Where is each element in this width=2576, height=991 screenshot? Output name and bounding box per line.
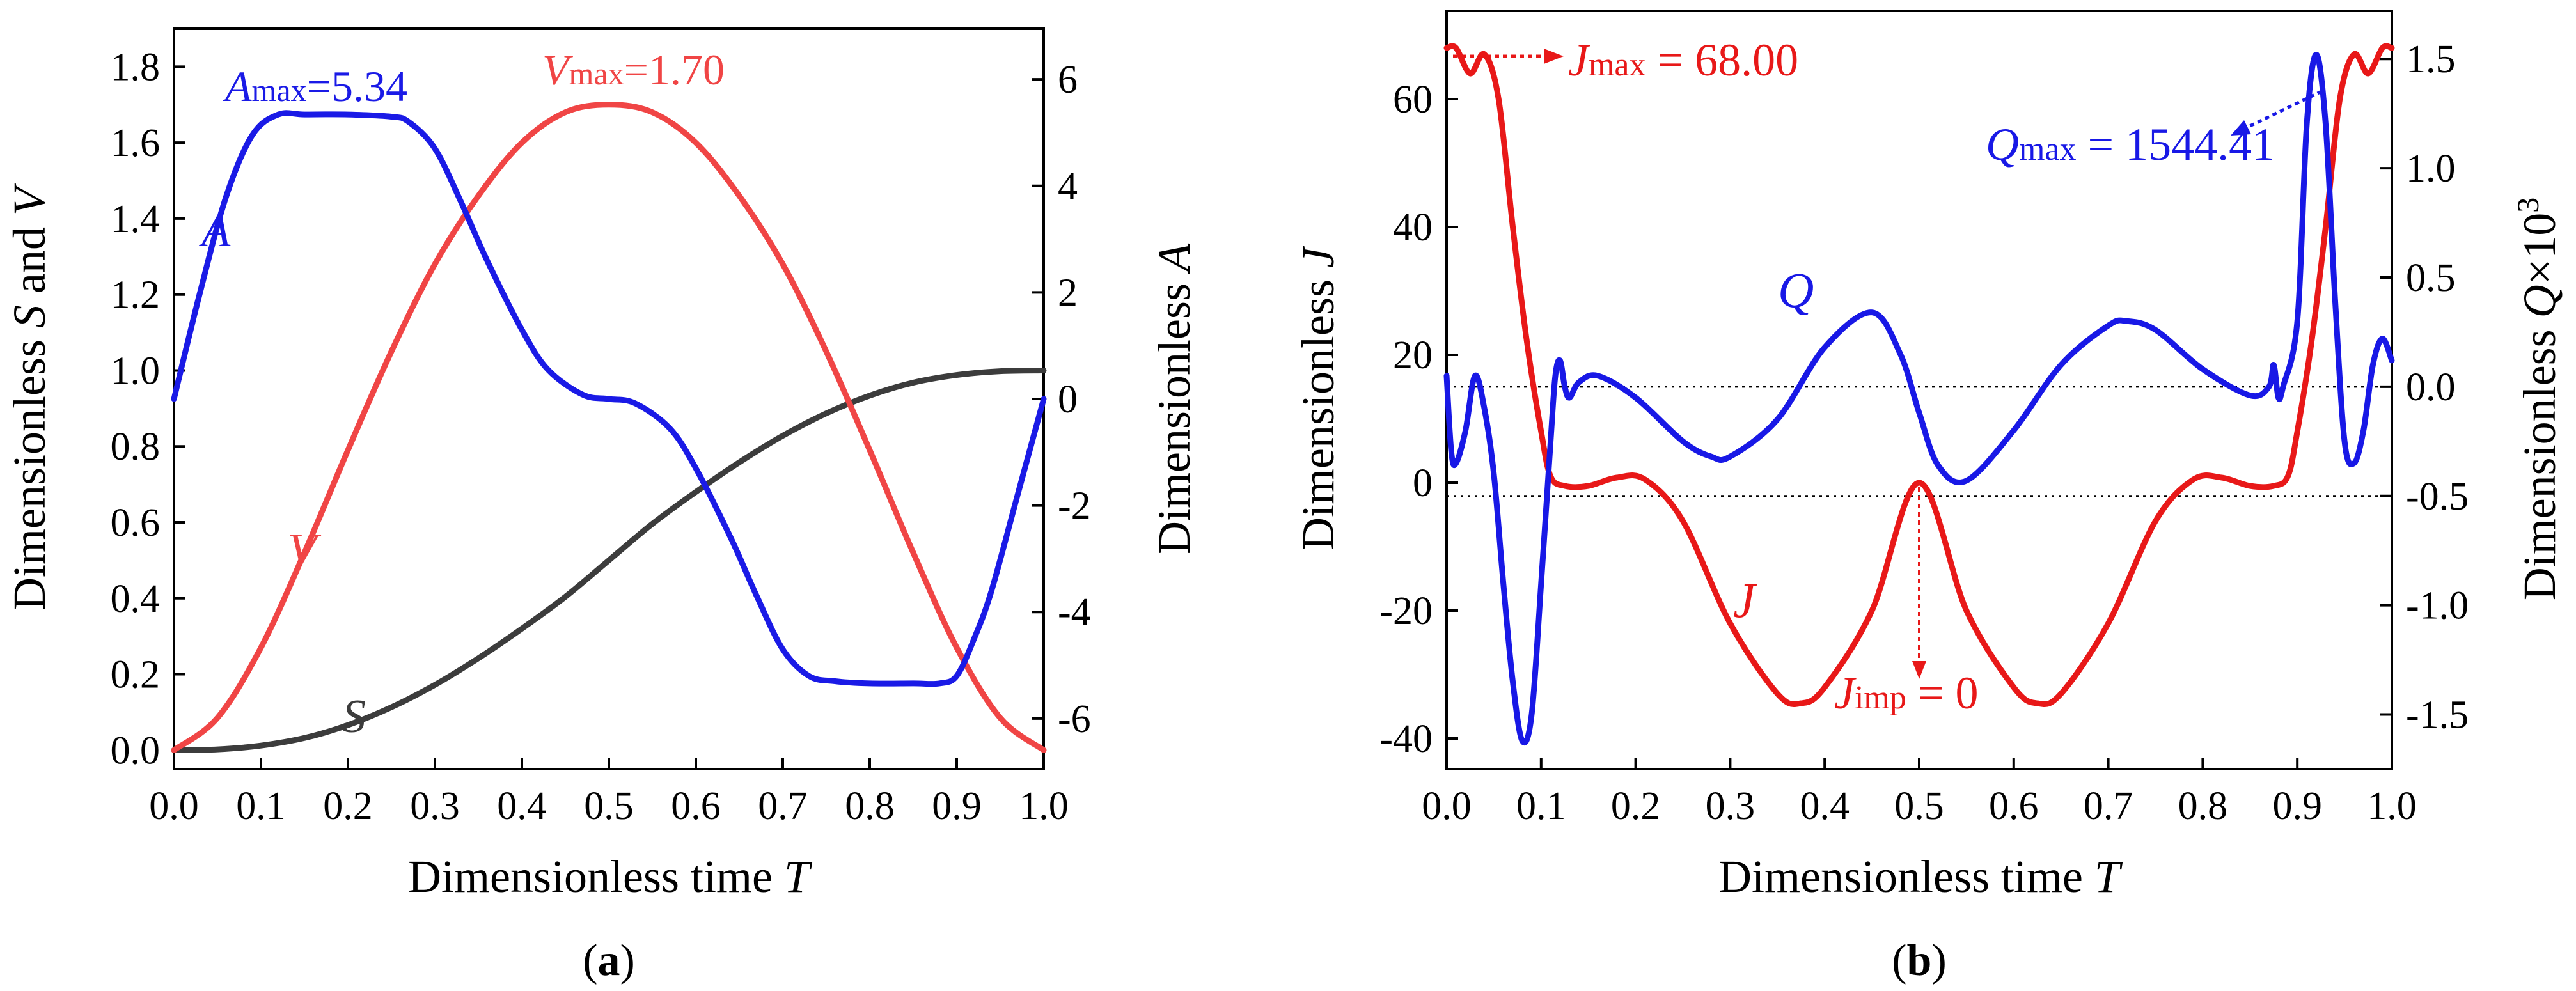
chart-a-label-V: V: [288, 524, 322, 577]
chart-b-arrowhead-qmax: [2231, 120, 2251, 136]
chart-b-ytick-left-label: -20: [1379, 589, 1433, 633]
chart-a-ytick-right-label: -6: [1058, 698, 1091, 741]
chart-b-xtick-label: 1.0: [2367, 784, 2417, 828]
chart-a-ytick-left-label: 0.4: [111, 577, 161, 621]
chart-b-arrowhead-jimp: [1912, 661, 1926, 679]
chart-b-xtick-label: 0.8: [2178, 784, 2228, 828]
chart-a-ylabel-right: Dimensionless A: [1149, 243, 1200, 554]
chart-a-series-A: [171, 110, 1047, 687]
chart-a-label-S: S: [342, 691, 366, 743]
chart-b-label-J: J: [1733, 572, 1757, 628]
chart-a-xtick-label: 0.5: [584, 784, 634, 828]
chart-a-ytick-left-label: 1.4: [111, 198, 161, 241]
chart-b-ytick-left-label: 60: [1393, 78, 1433, 121]
chart-a-xtick-label: 0.8: [845, 784, 895, 828]
chart-b-annotation-qmax: Qmax = 1544.41: [1986, 119, 2275, 170]
chart-b-ytick-left-label: 20: [1393, 334, 1433, 377]
chart-a: 0.0 0.1 0.2 0.3 0.4 0.5 0.6 0.7 0.8 0.9 1.0 0.0 0.2 0…: [4, 27, 1200, 985]
chart-b-xtick-label: 0.2: [1611, 784, 1661, 828]
chart-b: 0.0 0.1 0.2 0.3 0.4 0.5 0.6 0.7 0.8 0.9 1.0 -40 -20 0…: [1292, 10, 2565, 985]
chart-b-xtick-label: 0.4: [1800, 784, 1850, 828]
chart-a-ytick-right-label: -2: [1058, 485, 1091, 528]
chart-a-ytick-left-label: 0.8: [111, 425, 161, 469]
chart-b-xtick-label: 0.6: [1989, 784, 2039, 828]
chart-b-xtick-label: 0.9: [2272, 784, 2322, 828]
chart-a-ytick-left-label: 1.8: [111, 45, 161, 89]
chart-b-ticks: 0.0 0.1 0.2 0.3 0.4 0.5 0.6 0.7 0.8 0.9 1.0 -40 -20 0…: [1379, 38, 2469, 828]
chart-b-xtick-label: 0.3: [1706, 784, 1755, 828]
chart-b-label-Q: Q: [1778, 262, 1814, 318]
chart-b-ylabel-right: Dimensionless Q×103: [2511, 198, 2565, 601]
chart-a-ytick-left-label: 1.0: [111, 349, 161, 393]
chart-b-series-J: [1443, 43, 2395, 707]
chart-b-ylabel-left: Dimensionless J: [1292, 246, 1344, 550]
chart-a-xtick-label: 0.2: [323, 784, 373, 828]
chart-a-ytick-right-label: -4: [1058, 591, 1091, 634]
chart-b-xtick-label: 0.5: [1894, 784, 1944, 828]
chart-a-annotation-vmax: Vmax=1.70: [542, 45, 725, 94]
chart-b-xlabel: Dimensionless time T: [1718, 851, 2123, 902]
chart-a-series-V: [171, 102, 1047, 753]
chart-a-xtick-label: 1.0: [1019, 784, 1069, 828]
chart-b-ytick-left-label: 0: [1413, 462, 1433, 505]
chart-b-annotation-jmax: Jmax = 68.00: [1568, 35, 1798, 86]
chart-b-caption: (b): [1892, 936, 1947, 985]
chart-b-reference-lines: [1447, 386, 2392, 497]
chart-a-ytick-right-label: 4: [1058, 165, 1078, 208]
chart-a-ytick-left-label: 1.2: [111, 274, 161, 317]
chart-b-annotation-jimp: Jimp = 0: [1834, 667, 1978, 719]
chart-a-series-S: [171, 368, 1047, 753]
chart-b-ytick-right-label: 0.5: [2406, 256, 2456, 300]
chart-b-xtick-label: 0.7: [2084, 784, 2133, 828]
chart-b-xtick-label: 0.1: [1516, 784, 1566, 828]
chart-a-ytick-left-label: 0.2: [111, 653, 161, 697]
chart-a-ytick-right-label: 0: [1058, 378, 1078, 421]
chart-a-ticks: 0.0 0.1 0.2 0.3 0.4 0.5 0.6 0.7 0.8 0.9 1.0 0.0 0.2 0…: [111, 45, 1091, 828]
chart-a-ytick-right-label: 2: [1058, 271, 1078, 315]
chart-a-caption: (a): [583, 936, 635, 985]
chart-a-xtick-label: 0.3: [410, 784, 460, 828]
chart-a-xtick-label: 0.9: [932, 784, 982, 828]
chart-a-xtick-label: 0.6: [671, 784, 721, 828]
chart-b-ytick-right-label: -1.0: [2406, 584, 2469, 628]
chart-a-ytick-right-label: 6: [1058, 58, 1078, 102]
chart-b-ytick-right-label: 0.0: [2406, 366, 2456, 409]
chart-a-xtick-label: 0.0: [149, 784, 199, 828]
chart-a-label-A: A: [198, 205, 231, 257]
chart-a-ytick-left-label: 1.6: [111, 121, 161, 165]
chart-b-ytick-right-label: -0.5: [2406, 475, 2469, 519]
chart-b-series-Q: [1443, 51, 2395, 746]
chart-a-xtick-label: 0.7: [758, 784, 808, 828]
chart-a-xlabel: Dimensionless time T: [408, 851, 813, 902]
chart-b-ytick-right-label: -1.5: [2406, 694, 2469, 737]
chart-b-ytick-right-label: 1.0: [2406, 147, 2456, 191]
chart-a-xtick-label: 0.4: [497, 784, 547, 828]
chart-a-annotation-amax: Amax=5.34: [223, 62, 407, 111]
chart-b-arrowhead-jmax: [1544, 49, 1564, 64]
chart-b-xtick-label: 0.0: [1422, 784, 1472, 828]
chart-b-ytick-left-label: -40: [1379, 717, 1433, 761]
chart-b-ytick-left-label: 40: [1393, 206, 1433, 249]
chart-b-arrow-qmax: [2245, 90, 2323, 130]
chart-b-ytick-right-label: 1.5: [2406, 38, 2456, 81]
chart-a-ylabel-left: Dimensionless S and V: [4, 183, 55, 611]
chart-a-xtick-label: 0.1: [236, 784, 286, 828]
chart-a-ytick-left-label: 0.6: [111, 501, 161, 545]
chart-b-series: [1443, 43, 2395, 746]
chart-a-ytick-left-label: 0.0: [111, 729, 161, 772]
chart-a-series: [171, 102, 1047, 753]
